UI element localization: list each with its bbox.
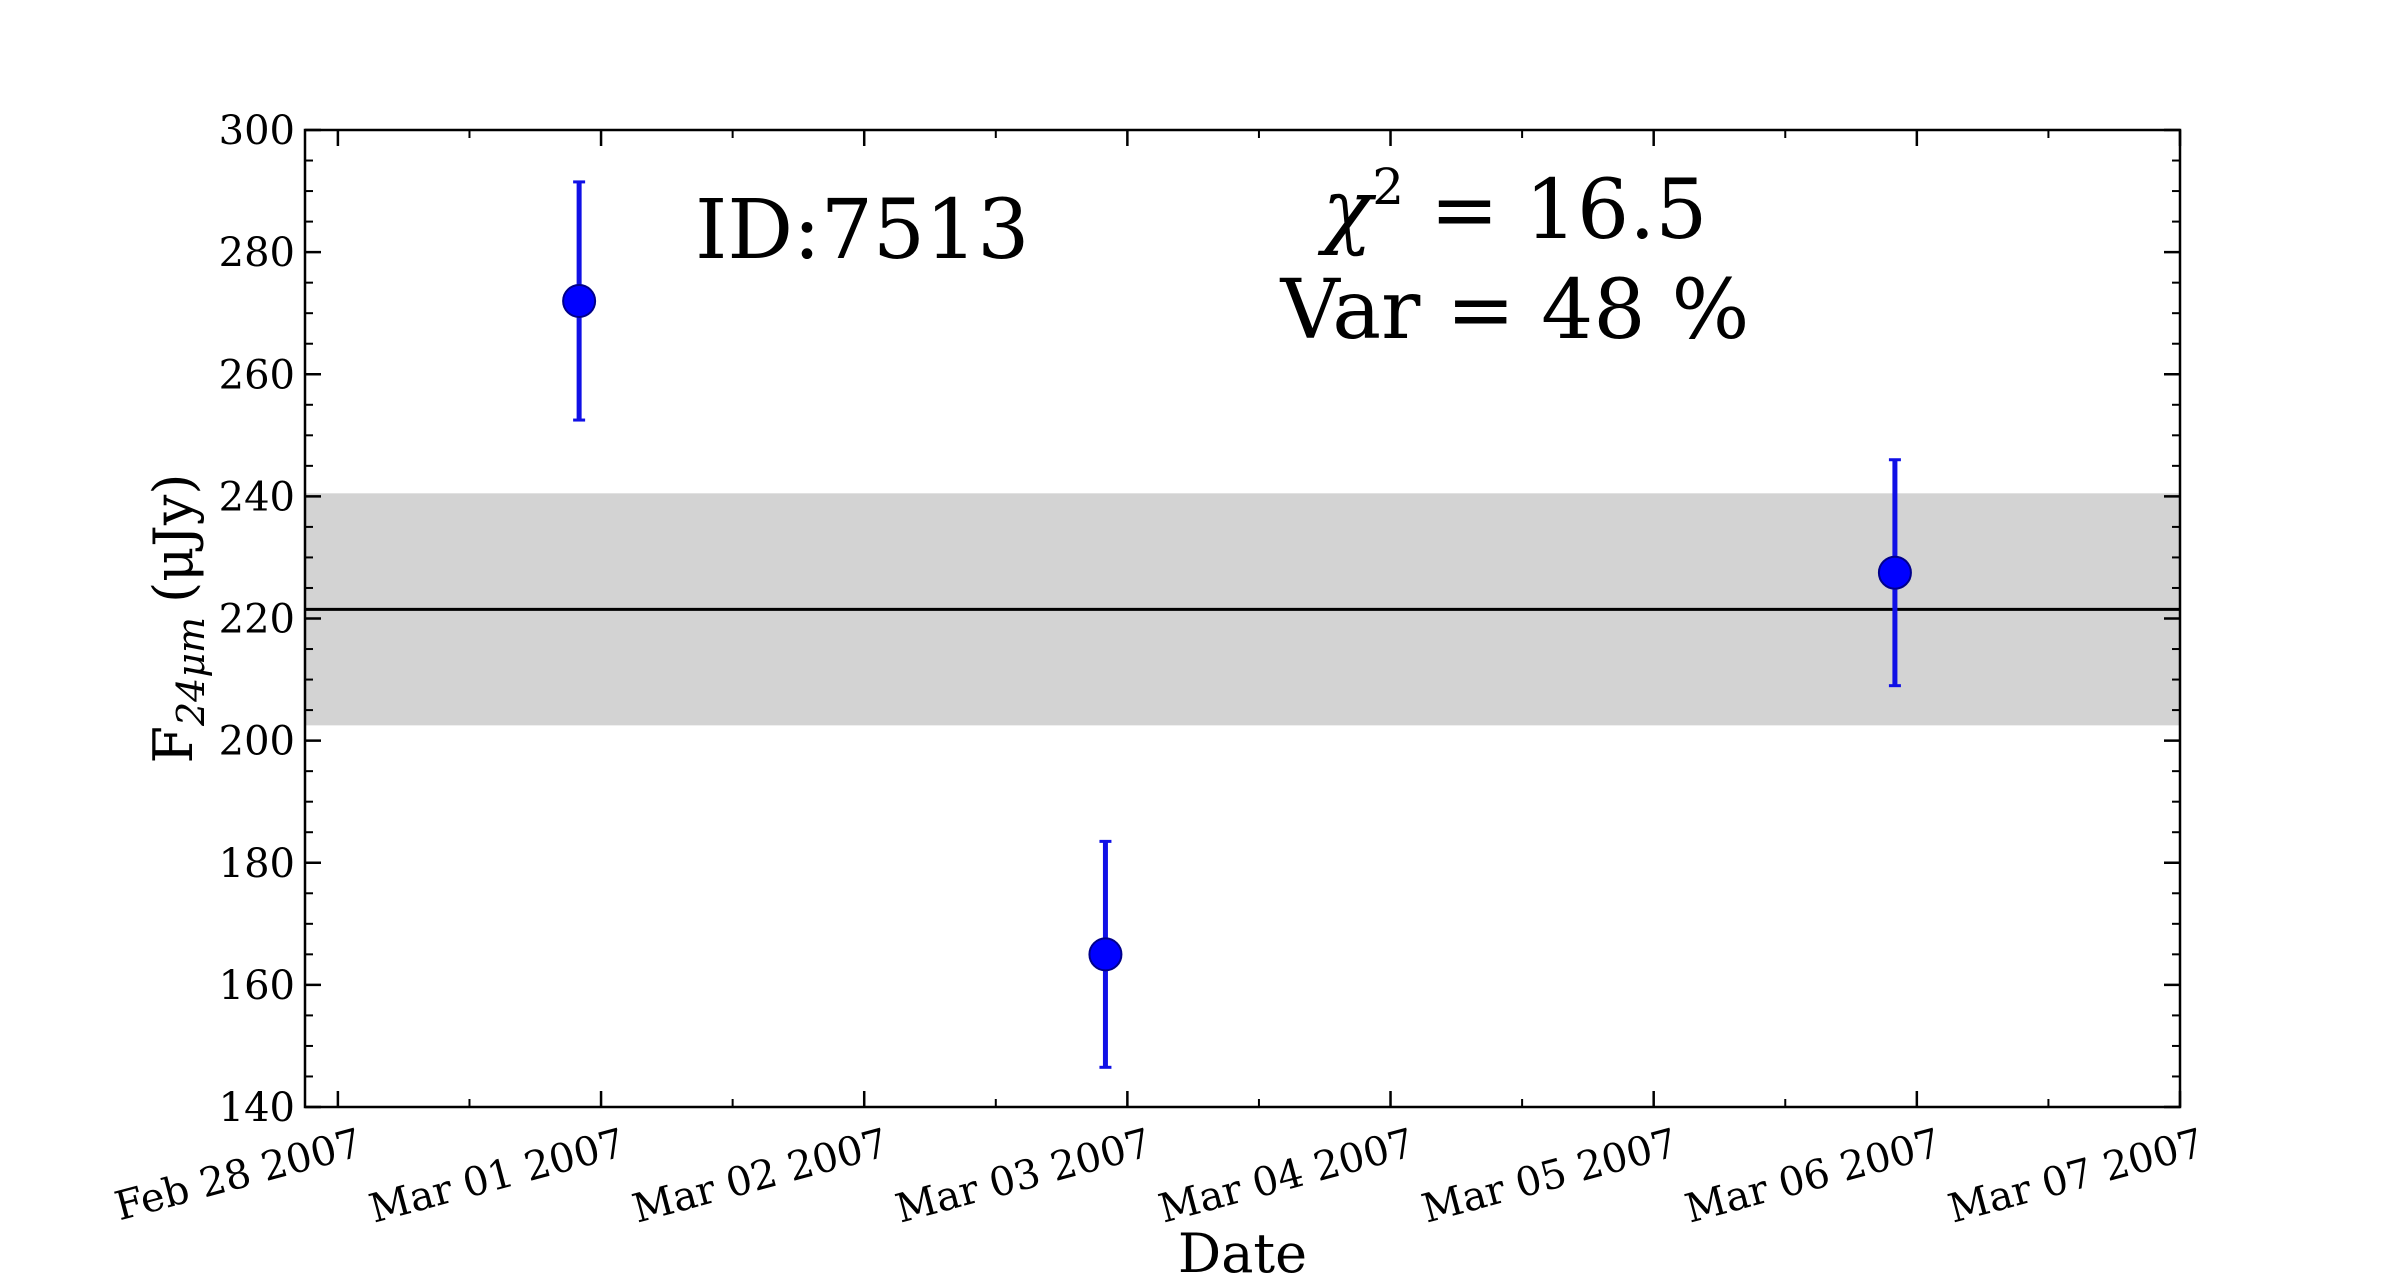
y-tick-label: 240: [219, 474, 295, 520]
source-id-annotation: ID:7513: [695, 183, 1029, 278]
variability-annotation: Var = 48 %: [1280, 263, 1750, 358]
x-axis-label: Date: [1178, 1222, 1307, 1285]
data-points-layer: [562, 180, 1912, 1069]
x-tick-label: Feb 28 2007: [110, 1120, 366, 1230]
y-tick-label: 220: [219, 597, 295, 643]
y-tick-label: 260: [219, 352, 295, 398]
data-point: [1877, 555, 1912, 590]
x-tick-label: Mar 05 2007: [1417, 1120, 1682, 1232]
y-tick-label: 140: [219, 1085, 295, 1131]
x-tick-label: Mar 01 2007: [365, 1120, 630, 1232]
data-point: [562, 283, 597, 318]
chi-value: = 16.5: [1404, 163, 1707, 258]
chi-superscript: 2: [1372, 158, 1404, 216]
data-point-group: [1088, 839, 1123, 1069]
y-tick-label: 160: [219, 963, 295, 1009]
y-tick-label: 300: [219, 108, 295, 154]
y-axis-label-main: F: [142, 726, 205, 763]
x-tick-label: Mar 02 2007: [628, 1120, 893, 1232]
chi-symbol: χ: [1318, 163, 1377, 258]
x-tick-label: Mar 03 2007: [891, 1120, 1156, 1232]
data-point: [1088, 937, 1123, 972]
y-tick-label: 180: [219, 841, 295, 887]
y-tick-labels: 140 160 180 200 220 240 260 280 300: [219, 108, 295, 1131]
x-tick-label: Mar 07 2007: [1944, 1120, 2209, 1232]
y-axis-label-subscript: 24μm: [169, 617, 213, 727]
y-axis-label-unit: (μJy): [142, 474, 205, 603]
x-tick-label: Mar 06 2007: [1680, 1120, 1945, 1232]
y-tick-label: 280: [219, 230, 295, 276]
chi-squared-annotation: χ2 = 16.5: [1318, 158, 1708, 258]
data-point-group: [562, 180, 597, 422]
y-axis-label: F24μm (μJy): [142, 474, 213, 764]
y-tick-label: 200: [219, 719, 295, 765]
ticks-layer: [305, 128, 2182, 1109]
data-point-group: [1877, 458, 1912, 688]
x-tick-label: Mar 04 2007: [1154, 1120, 1419, 1232]
